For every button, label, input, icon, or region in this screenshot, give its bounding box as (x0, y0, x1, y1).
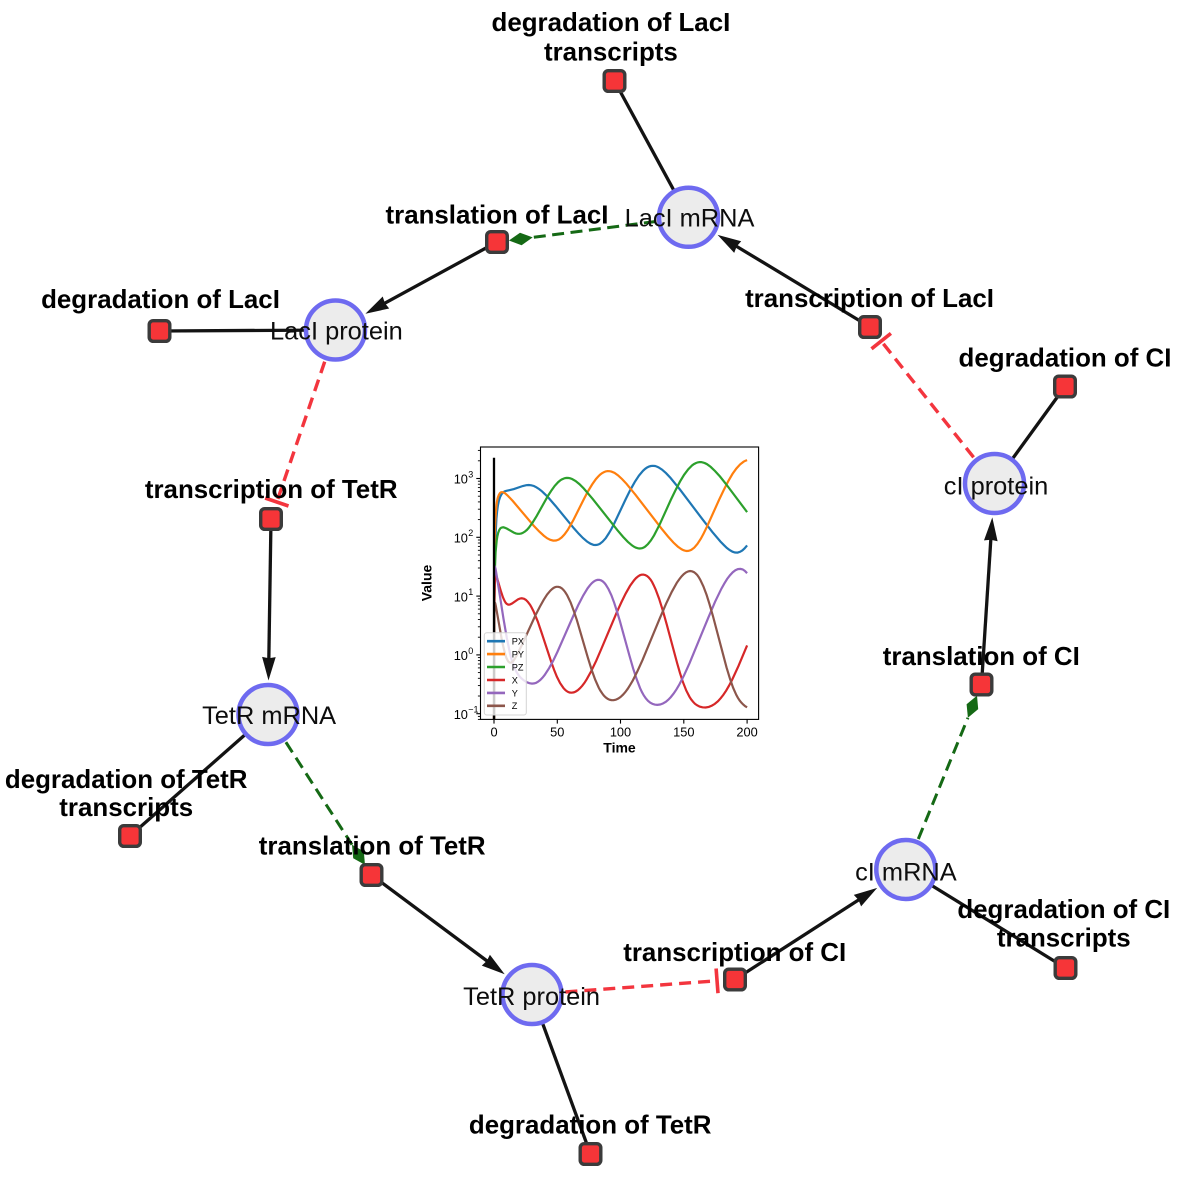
svg-text:degradation of LacI: degradation of LacI (41, 286, 280, 314)
svg-text:transcription of LacI: transcription of LacI (745, 285, 994, 313)
svg-text:degradation of LacI: degradation of LacI (492, 9, 731, 37)
svg-text:10: 10 (454, 707, 468, 722)
svg-text:degradation of CI: degradation of CI (957, 896, 1170, 924)
svg-text:50: 50 (550, 725, 564, 740)
svg-text:transcripts: transcripts (997, 924, 1131, 952)
svg-text:LacI protein: LacI protein (270, 318, 403, 346)
svg-text:0: 0 (490, 725, 497, 740)
svg-text:degradation of TetR: degradation of TetR (469, 1111, 712, 1139)
svg-text:PZ: PZ (512, 662, 524, 672)
svg-text:3: 3 (468, 469, 473, 479)
svg-text:cI protein: cI protein (944, 473, 1048, 501)
svg-text:PX: PX (512, 637, 524, 647)
svg-text:translation of TetR: translation of TetR (259, 832, 486, 860)
svg-text:10: 10 (454, 531, 468, 546)
svg-text:X: X (512, 675, 518, 685)
svg-text:Y: Y (512, 688, 518, 698)
svg-text:2: 2 (468, 528, 473, 538)
svg-text:transcripts: transcripts (59, 794, 193, 822)
svg-text:−1: −1 (468, 705, 478, 715)
svg-text:translation of LacI: translation of LacI (386, 202, 609, 230)
svg-text:degradation of TetR: degradation of TetR (5, 766, 248, 794)
svg-text:degradation of CI: degradation of CI (959, 344, 1172, 372)
svg-text:0: 0 (468, 646, 473, 656)
svg-text:TetR mRNA: TetR mRNA (202, 702, 336, 730)
svg-text:transcription of TetR: transcription of TetR (145, 476, 398, 504)
svg-text:Time: Time (603, 739, 636, 755)
svg-text:200: 200 (736, 725, 757, 740)
svg-text:10: 10 (454, 472, 468, 487)
svg-text:transcripts: transcripts (544, 39, 678, 67)
svg-text:PY: PY (512, 650, 524, 660)
svg-text:transcription of CI: transcription of CI (623, 939, 846, 967)
svg-text:translation of CI: translation of CI (883, 643, 1080, 671)
svg-text:10: 10 (454, 648, 468, 663)
svg-text:10: 10 (454, 589, 468, 604)
svg-text:TetR protein: TetR protein (463, 983, 600, 1011)
svg-text:100: 100 (610, 725, 631, 740)
svg-text:1: 1 (468, 587, 473, 597)
svg-text:cI mRNA: cI mRNA (855, 859, 957, 887)
svg-text:Z: Z (512, 701, 518, 711)
svg-text:Value: Value (419, 565, 435, 602)
svg-text:150: 150 (673, 725, 694, 740)
svg-text:LacI mRNA: LacI mRNA (625, 205, 755, 233)
